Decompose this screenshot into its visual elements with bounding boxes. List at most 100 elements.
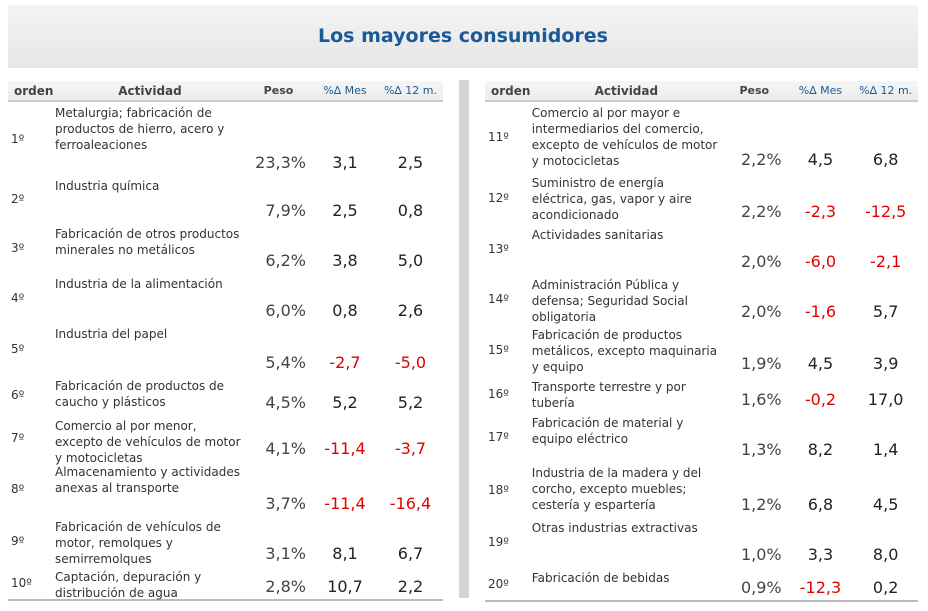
cell-peso: 5,4%: [265, 353, 306, 372]
cell-m12: 5,0: [397, 251, 424, 270]
cell-actividad: Industria del papel: [55, 327, 168, 341]
header-orden: orden: [491, 83, 531, 98]
cell-actividad: Industria química: [55, 179, 160, 193]
table-left: orden Actividad Peso %∆ Mes %∆ 12 m. 1º Metalu…: [8, 81, 443, 601]
cell-peso: 2,0%: [740, 302, 782, 321]
cell-mes: -2,7: [329, 353, 361, 372]
cell-m12: -12,5: [864, 202, 907, 221]
column-divider: [459, 80, 469, 598]
cell-mes: 5,2: [332, 393, 358, 412]
table-row: 1º Metalurgia; fabricación de productos d…: [8, 102, 443, 175]
cell-mes: 4,5: [807, 150, 834, 169]
cell-peso: 6,2%: [265, 251, 306, 270]
cell-mes: 8,2: [807, 440, 834, 459]
cell-m12: 6,7: [397, 544, 424, 563]
cell-actividad: Industria de la alimentación: [55, 277, 223, 291]
header-peso: Peso: [739, 84, 770, 97]
cell-orden: 1º: [11, 131, 25, 146]
table-row: 10º Captación, depuración y distribución …: [8, 566, 443, 600]
cell-mes: -11,4: [324, 439, 366, 458]
cell-actividad: Actividades sanitarias: [531, 228, 664, 242]
cell-orden: 10º: [11, 575, 32, 590]
cell-m12: 4,5: [872, 495, 899, 514]
table-row: 5º Industria del papel 5,4% -2,7 -5,0: [8, 323, 443, 375]
header-actividad: Actividad: [594, 83, 659, 98]
cell-actividad: Fabricación de vehículos de motor, remol…: [55, 520, 221, 566]
title-banner: Los mayores consumidores: [8, 5, 918, 68]
cell-peso: 1,3%: [740, 440, 782, 459]
cell-m12: 5,2: [397, 393, 424, 412]
cell-peso: 23,3%: [255, 153, 306, 172]
cell-mes: -11,4: [324, 494, 366, 513]
cell-actividad: Fabricación de productos metálicos, exce…: [531, 328, 718, 374]
cell-orden: 12º: [488, 191, 509, 205]
cell-orden: 11º: [488, 130, 509, 144]
cell-peso: 2,2%: [740, 202, 782, 221]
cell-orden: 19º: [488, 535, 509, 549]
table-row: 3º Fabricación de otros productos mineral…: [8, 223, 443, 273]
cell-peso: 1,0%: [740, 545, 782, 564]
table-row: 13º Actividades sanitarias 2,0% -6,0 -2,1: [485, 224, 918, 274]
cell-mes: 4,5: [807, 354, 834, 373]
cell-peso: 2,0%: [740, 252, 782, 271]
table-header: orden Actividad Peso %∆ Mes %∆ 12 m.: [485, 81, 918, 102]
cell-peso: 0,9%: [740, 578, 782, 597]
cell-orden: 9º: [11, 534, 25, 548]
cell-mes: 10,7: [327, 577, 363, 596]
cell-orden: 6º: [11, 388, 25, 402]
table-row: 11º Comercio al por mayor e intermediario…: [485, 102, 918, 172]
cell-m12: -5,0: [394, 353, 427, 372]
cell-orden: 20º: [488, 576, 509, 591]
table-header: orden Actividad Peso %∆ Mes %∆ 12 m.: [8, 81, 443, 102]
cell-orden: 14º: [488, 292, 509, 306]
cell-orden: 17º: [488, 430, 509, 444]
cell-actividad: Transporte terrestre y por tubería: [531, 380, 686, 410]
cell-actividad: Industria de la madera y del corcho, exc…: [531, 466, 702, 512]
table-row: 7º Comercio al por menor, excepto de vehí…: [8, 415, 443, 465]
table-row: 9º Fabricación de vehículos de motor, rem…: [8, 516, 443, 566]
cell-m12: 5,7: [872, 302, 899, 321]
cell-actividad: Captación, depuración y distribución de …: [55, 570, 202, 600]
cell-peso: 2,2%: [740, 150, 782, 169]
cell-mes: -6,0: [804, 252, 837, 271]
cell-peso: 7,9%: [265, 201, 306, 220]
header-mes: %∆ Mes: [323, 84, 367, 97]
cell-m12: 17,0: [867, 390, 904, 409]
table-row: 12º Suministro de energía eléctrica, gas,…: [485, 172, 918, 224]
table-row: 4º Industria de la alimentación 6,0% 0,8 2,6: [8, 273, 443, 323]
cell-actividad: Fabricación de bebidas: [531, 571, 670, 585]
table-right: orden Actividad Peso %∆ Mes %∆ 12 m. 11º Comer…: [485, 81, 918, 602]
cell-mes: 3,3: [807, 545, 834, 564]
cell-peso: 4,5%: [265, 393, 306, 412]
cell-m12: 2,6: [397, 301, 424, 320]
cell-peso: 4,1%: [265, 439, 306, 458]
header-actividad: Actividad: [118, 83, 182, 98]
cell-mes: -12,3: [799, 578, 842, 597]
cell-mes: 3,8: [332, 251, 358, 270]
cell-mes: -1,6: [804, 302, 837, 321]
header-orden: orden: [14, 83, 54, 98]
header-peso: Peso: [263, 84, 294, 97]
cell-m12: -3,7: [394, 439, 427, 458]
cell-m12: 3,9: [872, 354, 899, 373]
header-mes: %∆ Mes: [798, 84, 843, 97]
table-row: 6º Fabricación de productos de caucho y p…: [8, 375, 443, 415]
table-row: 17º Fabricación de material y equipo eléc…: [485, 412, 918, 462]
cell-orden: 13º: [488, 242, 509, 256]
cell-orden: 5º: [11, 342, 25, 356]
table-row: 19º Otras industrias extractivas 1,0% 3,3 8,…: [485, 517, 918, 567]
header-m12: %∆ 12 m.: [383, 84, 437, 97]
table-row: 20º Fabricación de bebidas 0,9% -12,3 0,2: [485, 567, 918, 600]
cell-actividad: Fabricación de material y equipo eléctri…: [531, 416, 684, 446]
cell-mes: -2,3: [804, 202, 837, 221]
table-row: 18º Industria de la madera y del corcho, …: [485, 462, 918, 517]
table-row: 16º Transporte terrestre y por tubería 1,6…: [485, 376, 918, 412]
cell-peso: 6,0%: [265, 301, 306, 320]
cell-mes: 8,1: [332, 544, 358, 563]
cell-peso: 1,6%: [740, 390, 782, 409]
cell-peso: 3,1%: [265, 544, 306, 563]
table-row: 14º Administración Pública y defensa; Seg…: [485, 274, 918, 324]
cell-m12: 0,2: [872, 578, 899, 597]
cell-actividad: Comercio al por mayor e intermediarios d…: [531, 106, 718, 168]
cell-m12: -16,4: [389, 494, 432, 513]
